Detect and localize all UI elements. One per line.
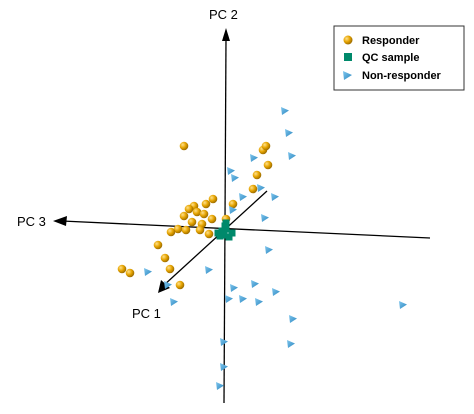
responder-point: [204, 229, 214, 239]
nonresponder-point: [225, 295, 233, 303]
responder-point: [263, 160, 273, 170]
legend-responder-label: Responder: [362, 35, 420, 47]
nonresponder-point: [231, 174, 239, 182]
nonresponder-point: [230, 284, 238, 292]
pc1-arrowhead: [158, 280, 170, 293]
qc-sample-point: [225, 233, 233, 241]
legend-responder-marker: [343, 35, 353, 45]
responder-point: [195, 225, 205, 235]
nonresponder-point: [229, 206, 237, 214]
pc3-axis-label: PC 3: [17, 214, 46, 229]
nonresponder-point: [271, 193, 279, 201]
qc-sample-point: [221, 222, 229, 230]
responder-point: [248, 184, 258, 194]
responder-point: [207, 214, 217, 224]
nonresponder-point: [261, 214, 269, 222]
responder-point: [165, 264, 175, 274]
responder-point: [125, 268, 135, 278]
legend-nonresponder-label: Non-responder: [362, 70, 442, 82]
nonresponder-point: [216, 382, 224, 390]
responder-point: [179, 211, 189, 221]
nonresponder-point: [285, 129, 293, 137]
responder-point: [153, 240, 163, 250]
nonresponder-point: [257, 184, 265, 192]
nonresponder-point: [289, 315, 297, 323]
nonresponder-point: [255, 298, 263, 306]
nonresponder-point: [227, 167, 235, 175]
nonresponder-point: [288, 152, 296, 160]
legend-qc-label: QC sample: [362, 52, 419, 64]
responder-point: [166, 227, 176, 237]
responder-point: [208, 194, 218, 204]
responder-point: [181, 225, 191, 235]
responder-point: [187, 217, 197, 227]
nonresponder-point: [239, 295, 247, 303]
responder-point: [175, 280, 185, 290]
responder-point: [199, 209, 209, 219]
nonresponder-point: [287, 340, 295, 348]
qc-sample-point: [218, 227, 226, 235]
responder-point: [160, 253, 170, 263]
pc1-axis-line: [162, 190, 268, 287]
qc-sample-point: [216, 232, 224, 240]
pc3-axis-line: [61, 220, 431, 239]
qc-sample-point: [220, 231, 228, 239]
nonresponder-point: [250, 154, 258, 162]
pc1-axis-label: PC 1: [132, 306, 161, 321]
responder-point: [179, 141, 189, 151]
nonresponder-point: [239, 193, 247, 201]
pc2-axis-label: PC 2: [209, 7, 238, 22]
responder-point: [173, 224, 183, 234]
responder-point: [252, 170, 262, 180]
nonresponder-point: [272, 288, 280, 296]
responder-point: [117, 264, 127, 274]
pc2-arrowhead: [222, 28, 230, 41]
nonresponder-point: [170, 298, 178, 306]
nonresponder-point: [220, 338, 228, 346]
responder-point: [201, 199, 211, 209]
responder-point: [261, 141, 271, 151]
qc-sample-point: [228, 229, 236, 237]
legend: Responder QC sample Non-responder: [333, 25, 465, 91]
nonresponder-point: [144, 268, 152, 276]
legend-qc-marker: [344, 53, 352, 61]
pc3-arrowhead: [53, 216, 67, 226]
nonresponder-point: [205, 266, 213, 274]
legend-box: [333, 25, 465, 91]
nonresponder-point: [251, 280, 259, 288]
responder-point: [184, 204, 194, 214]
responder-point: [192, 207, 202, 217]
data-points: [117, 107, 407, 390]
legend-nonresponder-marker: [343, 71, 352, 80]
nonresponder-point: [164, 281, 172, 289]
nonresponder-point: [220, 363, 228, 371]
responder-point: [228, 199, 238, 209]
nonresponder-point: [399, 301, 407, 309]
nonresponder-point: [265, 246, 273, 254]
nonresponder-point: [281, 107, 289, 115]
